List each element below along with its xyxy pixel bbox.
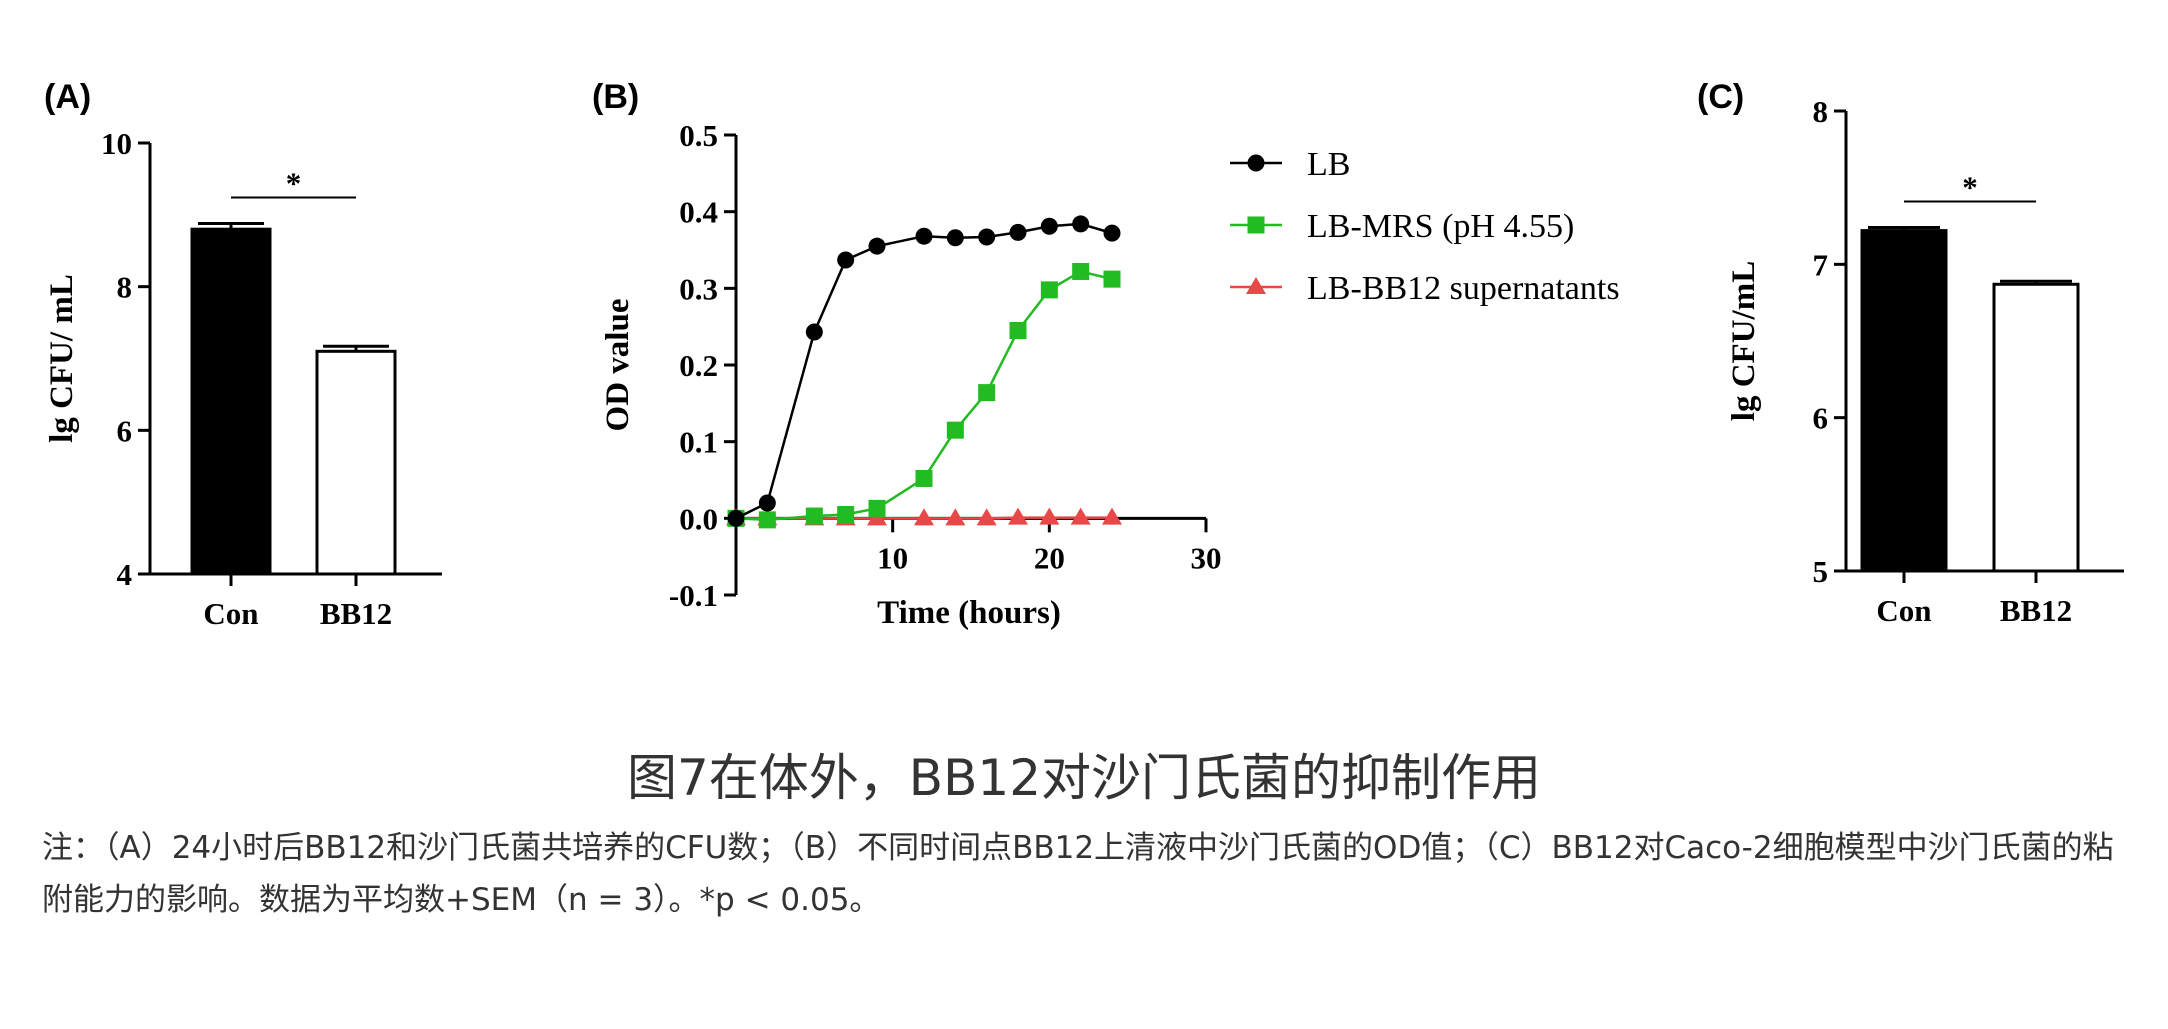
panel-b-series-1-point: [1103, 270, 1121, 288]
panel-b-series-0-point: [1009, 223, 1027, 241]
panel-b-y-tick-label: 0.5: [679, 118, 718, 153]
panel-b-series-2-point: [1008, 507, 1028, 525]
panel-b-series-1-point: [915, 469, 933, 487]
panel-b-series-1-point: [805, 507, 823, 525]
note-line-2: 附能力的影响。数据为平均数+SEM（n = 3）。*p < 0.05。: [42, 882, 881, 918]
panel-a-y-tick-label: 4: [117, 557, 133, 592]
panel-b-series-0-point: [978, 228, 996, 246]
panel-c-label: (C): [1697, 78, 1744, 116]
panel-b-series-1-point: [837, 506, 855, 523]
panel-b-x-tick-label: 10: [877, 540, 908, 575]
panel-b-series-2-point: [976, 508, 997, 526]
panel-b-series-0-point: [805, 323, 823, 341]
panel-b-legend-marker-1: [1247, 216, 1265, 234]
panel-b-legend-marker-0: [1247, 154, 1265, 172]
panel-c-x-tick-label: BB12: [2000, 593, 2072, 628]
panel-c-y-tick-label: 7: [1813, 247, 1829, 282]
panel-b-legend-marker-2: [1246, 277, 1266, 294]
panel-b-x-axis-label: Time (hours): [877, 595, 1061, 631]
panel-b-series-0-point: [1072, 215, 1090, 233]
figure: (A) 4 6 8 10 lg CFU/ mL Con BB12 * (C) 5 6 7 8 lg CFU/…: [44, 78, 2124, 631]
figure-note: 注：（A）24小时后BB12和沙门氏菌共培养的CFU数；（B）不同时间点BB12…: [42, 822, 2142, 926]
panel-a-x-tick-label: Con: [203, 596, 258, 631]
panel-c-y-tick-label: 6: [1813, 401, 1829, 436]
panel-c-x-tick-label: Con: [1876, 593, 1931, 628]
panel-a-y-tick-label: 8: [117, 270, 133, 305]
panel-b-series-1-point: [1040, 281, 1058, 299]
panel-b-series-1-point: [868, 499, 886, 517]
panel-b-series-0-point: [727, 509, 745, 527]
panel-b-legend-label-1: LB-MRS (pH 4.55): [1307, 208, 1574, 245]
panel-b-series-0-point: [758, 494, 776, 512]
panel-b-series-1-point: [758, 511, 776, 529]
panel-b-x-tick-label: 30: [1191, 540, 1222, 575]
panel-c-y-tick-label: 8: [1813, 94, 1829, 129]
panel-b-series-0-point: [837, 251, 855, 269]
panel-c-y-axis-label: lg CFU/mL: [1726, 261, 1762, 421]
panel-a-label: (A): [44, 78, 91, 116]
panel-c-bar-bb12: [1992, 282, 2080, 573]
panel-b-y-tick-label: 0.1: [679, 425, 718, 460]
panel-b-y-tick-label: 0.3: [679, 271, 718, 306]
panel-b-series-0-point: [1040, 217, 1058, 235]
panel-b-series-0-point: [946, 229, 964, 247]
note-line-1: 注：（A）24小时后BB12和沙门氏菌共培养的CFU数；（B）不同时间点BB12…: [42, 830, 2114, 866]
panel-a-y-tick-label: 10: [101, 126, 132, 161]
panel-a-significance-mark: *: [286, 165, 302, 200]
panel-b-series-1-point: [1072, 262, 1090, 280]
panel-b-y-tick-label: 0.0: [679, 501, 718, 536]
panel-b-series-2-point: [1102, 507, 1122, 525]
panel-a-bar-bb12: [315, 349, 397, 576]
panel-b-y-tick-label: 0.4: [679, 195, 718, 230]
panel-b-y-tick-label: -0.1: [669, 578, 718, 613]
panel-b-series-2-point: [914, 508, 934, 526]
panel-b-y-tick-label: 0.2: [679, 348, 718, 383]
panel-b-y-axis-label: OD value: [600, 299, 636, 432]
panel-b-series-1-point: [946, 421, 964, 439]
panel-b-series-1-point: [978, 384, 996, 402]
panel-b-series-0-point: [1103, 224, 1121, 242]
panel-b-series-0-point: [915, 227, 933, 245]
panel-a-bar-con: [190, 227, 272, 576]
panel-b-label: (B): [592, 78, 639, 116]
panel-b-legend-label-2: LB-BB12 supernatants: [1307, 270, 1620, 307]
panel-a-y-axis-label: lg CFU/ mL: [44, 274, 80, 443]
panel-b-series-2-point: [945, 508, 966, 526]
panel-c-y-tick-label: 5: [1813, 554, 1829, 589]
panel-b-series-0-point: [868, 237, 886, 255]
panel-b-x-tick-label: 20: [1034, 540, 1065, 575]
panel-b-series-1-point: [1009, 322, 1027, 339]
panel-c-significance-mark: *: [1962, 170, 1978, 205]
panel-b-series-2-point: [1039, 507, 1060, 525]
panel-a-x-tick-label: BB12: [320, 596, 392, 631]
figure-caption: 图7在体外，BB12对沙门氏菌的抑制作用: [626, 749, 1542, 807]
panel-b-series-2-point: [1070, 507, 1091, 525]
panel-c-bar-con: [1860, 229, 1948, 573]
panel-a-y-tick-label: 6: [117, 413, 133, 448]
panel-b-legend-label-0: LB: [1307, 146, 1350, 183]
